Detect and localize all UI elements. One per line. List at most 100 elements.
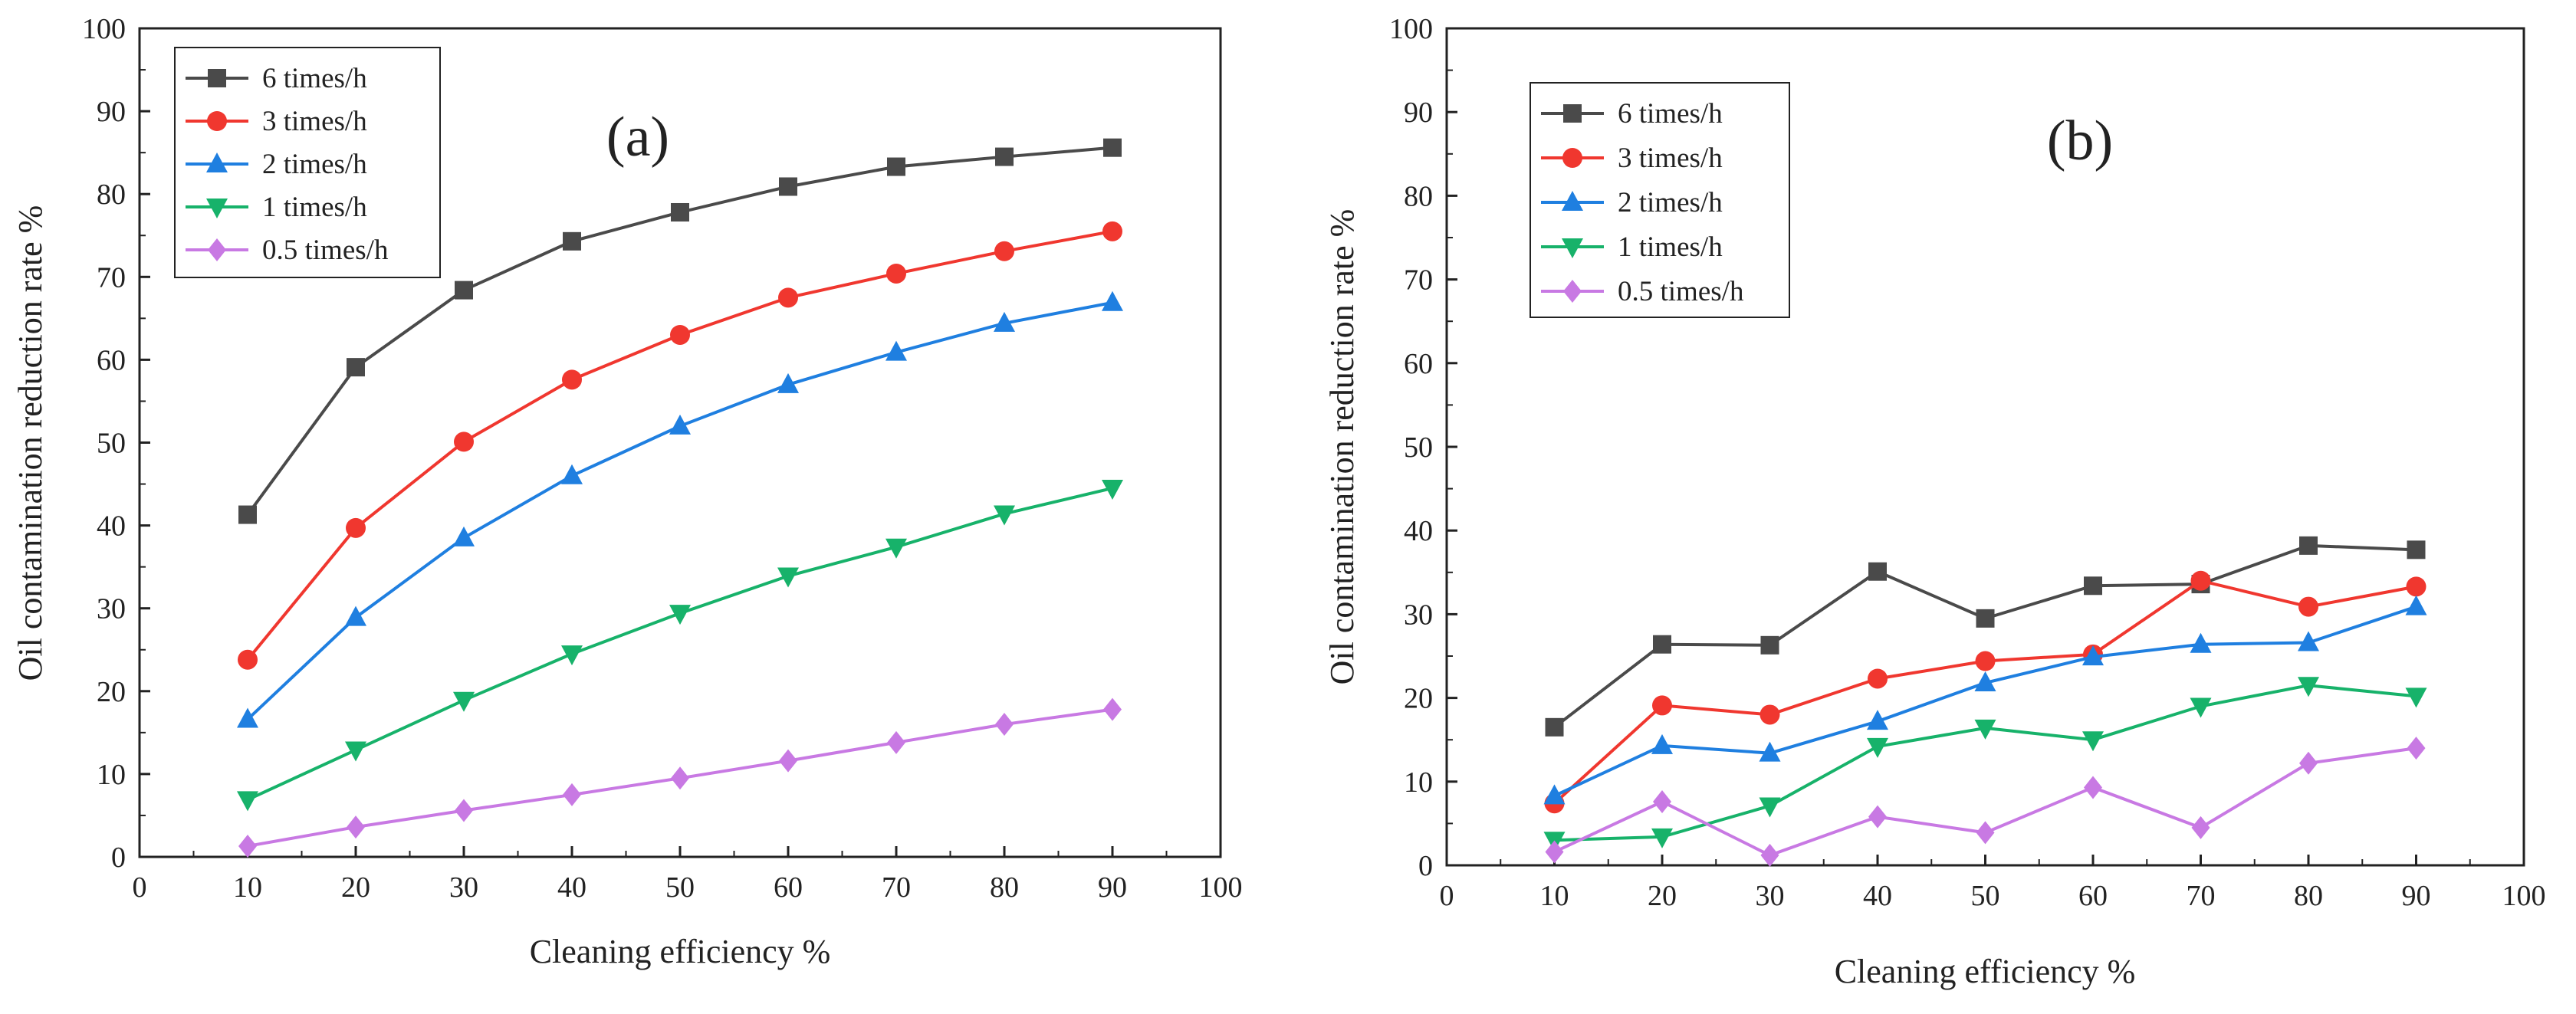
legend-item: 6 times/h [1541,98,1723,130]
x-tick-label: 60 [774,871,803,904]
series-group [238,138,1122,524]
legend-label: 2 times/h [1618,187,1723,218]
series-line [1553,605,2417,798]
data-point [671,202,689,222]
data-point [995,713,1014,737]
x-tick-label: 0 [133,871,147,904]
data-point [1103,697,1122,721]
legend-marker [1562,191,1583,211]
axis-ticks [138,27,1222,858]
y-tick-label: 40 [97,510,126,543]
x-tick-label: 70 [882,871,911,904]
data-point [1759,741,1781,762]
data-point [2407,540,2426,560]
data-point [1867,737,1888,758]
data-point [2298,677,2319,697]
data-point [2084,576,2102,596]
data-point [454,432,474,452]
data-point [453,526,475,546]
y-tick-label: 50 [1404,432,1433,464]
data-point [1651,733,1673,754]
x-tick-label: 100 [2502,880,2546,912]
data-point [1868,805,1887,829]
series-group [1544,570,2426,814]
data-point [2190,570,2211,591]
data-point [346,517,366,538]
data-point [1976,821,1995,845]
y-tick-label: 0 [1418,850,1433,882]
data-point [886,538,907,559]
data-point [2299,751,2318,775]
x-axis-label: Cleaning efficiency % [1835,953,2136,990]
data-point [1102,221,1122,241]
data-point [1867,710,1888,730]
x-tick-label: 70 [2187,880,2216,912]
legend-marker [1562,148,1582,168]
y-axis-label: Oil contamination reduction rate % [1323,209,1361,685]
data-point [994,311,1015,332]
data-point [347,358,365,377]
x-tick-label: 30 [449,871,478,904]
data-point [1760,843,1779,867]
data-point [1759,797,1781,818]
data-point [1868,668,1888,689]
series-group [238,221,1122,670]
legend-label: 6 times/h [1618,98,1723,130]
data-point [238,505,257,524]
series-line [246,229,1113,661]
series-group [237,479,1123,812]
legend-item: 2 times/h [186,149,367,180]
series-group [237,290,1123,728]
data-point [1653,790,1671,814]
y-tick-labels: 0 10 20 30 40 50 60 70 80 90 100 [1389,13,1433,882]
data-point [1653,635,1671,654]
data-point [238,834,257,858]
legend-marker [206,199,228,218]
series-group [1545,737,2426,867]
data-point [2190,697,2212,718]
legend-item: 6 times/h [186,63,367,94]
data-point [2084,776,2102,799]
series-group [1543,595,2427,805]
y-tick-label: 60 [1404,348,1433,380]
x-tick-label: 90 [2402,880,2431,912]
legend-item: 3 times/h [1541,143,1723,174]
data-point [995,147,1014,166]
y-tick-label: 70 [97,261,126,294]
x-tick-label: 60 [2078,880,2108,912]
data-point [237,707,258,728]
legend-marker [1563,280,1582,303]
data-point [2406,576,2426,597]
y-tick-label: 10 [1404,766,1433,799]
series-group [238,697,1122,858]
legend-label: 0.5 times/h [1618,276,1744,307]
series-line [1553,543,2417,729]
series-layer [1543,536,2427,867]
y-axis-label: Oil contamination reduction rate % [12,205,49,681]
y-tick-label: 30 [1404,599,1433,631]
x-tick-label: 80 [990,871,1019,904]
data-point [1760,635,1779,655]
data-point [779,177,797,196]
data-point [561,645,583,666]
y-tick-label: 70 [1404,264,1433,297]
data-point [777,567,799,588]
data-point [1102,479,1123,500]
x-tick-labels: 0 10 20 30 40 50 60 70 80 90 100 [1440,880,2546,912]
y-tick-label: 80 [1404,180,1433,212]
data-point [563,231,581,251]
y-tick-label: 10 [97,759,126,791]
data-point [2191,815,2210,839]
x-tick-label: 90 [1098,871,1127,904]
y-tick-label: 20 [1404,683,1433,715]
y-tick-label: 100 [1389,13,1433,45]
legend-label: 2 times/h [262,149,367,180]
data-point [1975,651,1996,671]
y-tick-label: 100 [82,13,126,45]
data-point [887,157,905,176]
x-axis-label: Cleaning efficiency % [530,933,831,970]
x-tick-label: 10 [233,871,262,904]
data-point [345,741,366,762]
data-point [777,372,799,393]
